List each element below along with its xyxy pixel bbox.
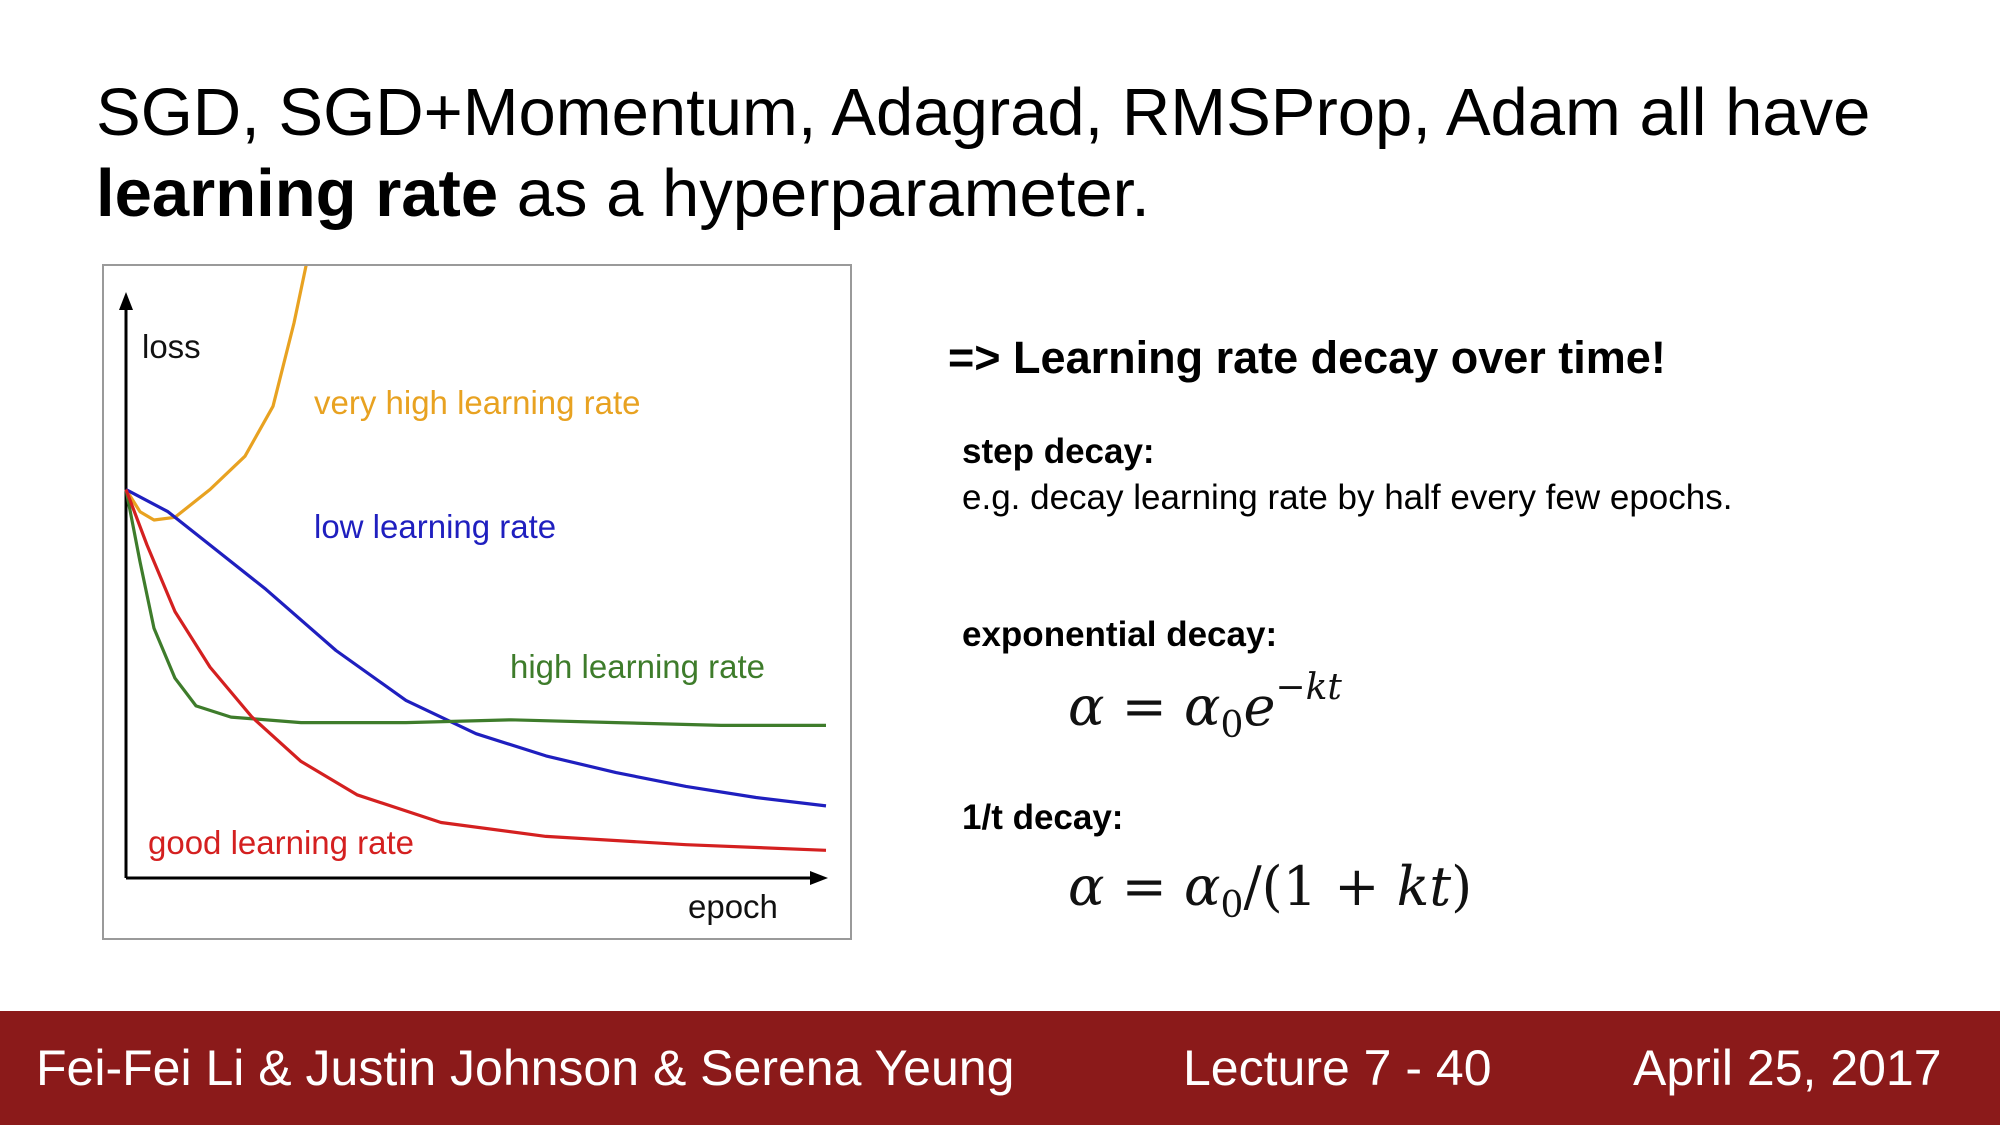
inv-decay-title: 1/t decay:: [962, 798, 1124, 837]
y-axis-label: loss: [142, 328, 201, 365]
slide-title: SGD, SGD+Momentum, Adagrad, RMSProp, Ada…: [96, 72, 1936, 234]
exp-decay-formula: α = α0e−kt: [1068, 667, 1342, 746]
inv-decay-formula: α = α0/(1 + kt): [1068, 855, 1473, 926]
title-bold: learning rate: [96, 156, 499, 231]
series-label-2: high learning rate: [510, 648, 765, 685]
x-axis-arrow: [810, 871, 828, 885]
exp-decay-title: exponential decay:: [962, 615, 1278, 654]
series-line-0: [124, 266, 308, 522]
series-line-1: [125, 488, 827, 808]
learning-rate-plot: very high learning rate low learning rate…: [102, 264, 852, 940]
series-line-2: [124, 489, 826, 727]
series-label-3: good learning rate: [148, 824, 414, 861]
footer-date: April 25, 2017: [1633, 1040, 1942, 1096]
chart-svg: very high learning rate low learning rate…: [119, 266, 828, 925]
title-part2: as a hyperparameter.: [498, 156, 1150, 231]
footer-lecture: Lecture 7 - 40: [1183, 1040, 1492, 1096]
title-part1: SGD, SGD+Momentum, Adagrad, RMSProp, Ada…: [96, 75, 1871, 150]
series-line-3: [124, 488, 827, 852]
decay-heading: => Learning rate decay over time!: [948, 332, 1666, 383]
y-axis-arrow: [119, 292, 133, 310]
series-label-1: low learning rate: [314, 508, 556, 545]
x-axis-label: epoch: [688, 888, 778, 925]
footer-authors: Fei-Fei Li & Justin Johnson & Serena Yeu…: [36, 1040, 1015, 1096]
step-decay-text: e.g. decay learning rate by half every f…: [962, 478, 1733, 517]
footer-bar: Fei-Fei Li & Justin Johnson & Serena Yeu…: [0, 1011, 2000, 1125]
step-decay-title: step decay:: [962, 432, 1155, 471]
series-label-0: very high learning rate: [314, 384, 641, 421]
